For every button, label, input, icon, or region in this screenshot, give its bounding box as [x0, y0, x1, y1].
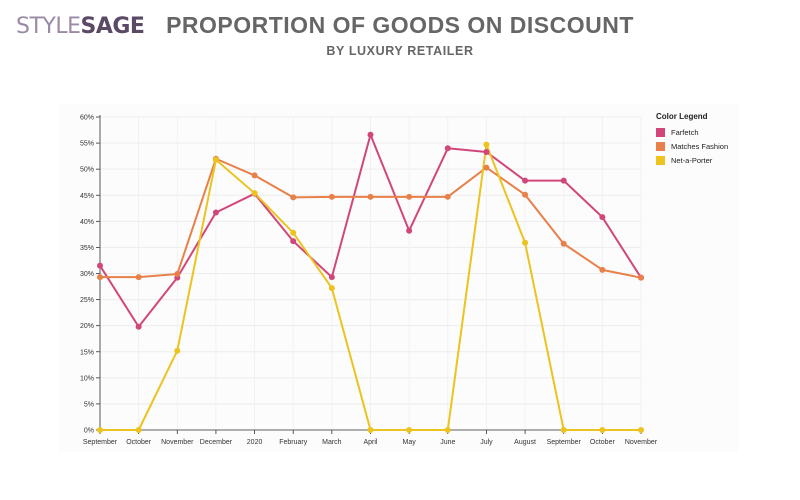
data-point-net-a-porter — [599, 427, 606, 433]
data-point-net-a-porter — [97, 427, 103, 433]
x-tick-label: 2020 — [247, 439, 263, 446]
data-point-farfetch — [290, 238, 297, 245]
chart-subtitle: BY LUXURY RETAILER — [326, 44, 474, 58]
x-tick-label: May — [403, 439, 417, 446]
y-tick-label: 45% — [80, 193, 94, 200]
y-tick-label: 30% — [80, 271, 94, 278]
data-point-net-a-porter — [406, 427, 413, 433]
data-point-farfetch — [560, 177, 567, 184]
x-tick-label: October — [126, 439, 152, 446]
data-point-net-a-porter — [522, 239, 529, 246]
legend-swatch-farfetch — [656, 127, 665, 137]
data-point-net-a-porter — [444, 427, 451, 433]
data-point-net-a-porter — [367, 427, 374, 433]
x-tick-label: December — [200, 439, 233, 446]
stylesage-logo: STYLESAGE — [16, 14, 145, 39]
y-tick-label: 40% — [80, 219, 94, 226]
data-point-net-a-porter — [251, 190, 258, 197]
x-tick-label: October — [590, 439, 616, 446]
x-tick-label: November — [161, 439, 194, 446]
data-point-matches-fashion — [251, 172, 258, 179]
data-point-farfetch — [328, 274, 335, 281]
logo-part-style: STYLE — [16, 14, 81, 39]
data-point-farfetch — [135, 323, 142, 330]
data-point-farfetch — [97, 262, 103, 269]
data-point-net-a-porter — [328, 285, 335, 292]
data-point-farfetch — [406, 227, 413, 234]
legend-title: Color Legend — [656, 112, 708, 121]
data-point-net-a-porter — [560, 427, 567, 433]
chart-legend: Color Legend Farfetch Matches Fashion Ne… — [656, 112, 728, 167]
y-tick-label: 5% — [84, 401, 94, 408]
data-point-farfetch — [599, 214, 606, 221]
x-tick-label: April — [363, 439, 377, 446]
logo-part-sage: SAGE — [80, 14, 145, 39]
legend-item-farfetch: Farfetch — [656, 125, 728, 139]
data-point-matches-fashion — [174, 271, 181, 278]
y-tick-label: 20% — [80, 323, 94, 330]
chart-title: PROPORTION OF GOODS ON DISCOUNT — [166, 12, 634, 38]
data-point-matches-fashion — [367, 193, 374, 200]
x-tick-label: August — [514, 439, 536, 446]
data-point-farfetch — [212, 209, 219, 216]
data-point-matches-fashion — [328, 193, 335, 200]
y-tick-label: 50% — [80, 167, 94, 174]
data-point-net-a-porter — [290, 229, 297, 236]
x-tick-label: June — [440, 439, 455, 446]
x-tick-label: March — [322, 439, 342, 446]
y-tick-label: 60% — [80, 115, 94, 122]
data-point-matches-fashion — [290, 194, 297, 201]
x-tick-label: September — [83, 439, 118, 446]
x-tick-label: February — [279, 439, 308, 446]
data-point-net-a-porter — [135, 427, 142, 433]
x-tick-label: November — [625, 439, 658, 446]
legend-label-matches-fashion: Matches Fashion — [671, 141, 729, 151]
y-tick-label: 10% — [80, 375, 94, 382]
data-point-matches-fashion — [444, 193, 451, 200]
y-tick-label: 25% — [80, 297, 94, 304]
legend-swatch-matches-fashion — [656, 141, 665, 151]
data-point-matches-fashion — [599, 266, 606, 273]
data-point-farfetch — [444, 145, 451, 152]
data-point-net-a-porter — [212, 156, 219, 163]
data-point-matches-fashion — [406, 193, 413, 200]
legend-item-matches-fashion: Matches Fashion — [656, 139, 728, 153]
y-tick-label: 0% — [84, 428, 94, 435]
data-point-matches-fashion — [483, 164, 490, 171]
data-point-farfetch — [483, 148, 490, 155]
legend-swatch-net-a-porter — [656, 155, 665, 165]
data-point-net-a-porter — [638, 427, 644, 433]
data-point-net-a-porter — [483, 141, 490, 148]
chart-panel — [58, 104, 738, 452]
legend-label-net-a-porter: Net-a-Porter — [671, 155, 713, 165]
data-point-farfetch — [522, 177, 529, 184]
x-tick-label: July — [480, 439, 493, 446]
y-tick-label: 35% — [80, 245, 94, 252]
data-point-matches-fashion — [135, 274, 142, 281]
legend-item-net-a-porter: Net-a-Porter — [656, 153, 728, 167]
data-point-farfetch — [367, 131, 374, 138]
data-point-matches-fashion — [560, 240, 567, 247]
data-point-net-a-porter — [174, 347, 181, 354]
data-point-matches-fashion — [97, 274, 103, 281]
data-point-matches-fashion — [522, 191, 529, 198]
x-tick-label: September — [547, 439, 582, 446]
y-tick-label: 55% — [80, 141, 94, 148]
legend-label-farfetch: Farfetch — [671, 127, 699, 137]
data-point-matches-fashion — [638, 274, 644, 281]
y-tick-label: 15% — [80, 349, 94, 356]
